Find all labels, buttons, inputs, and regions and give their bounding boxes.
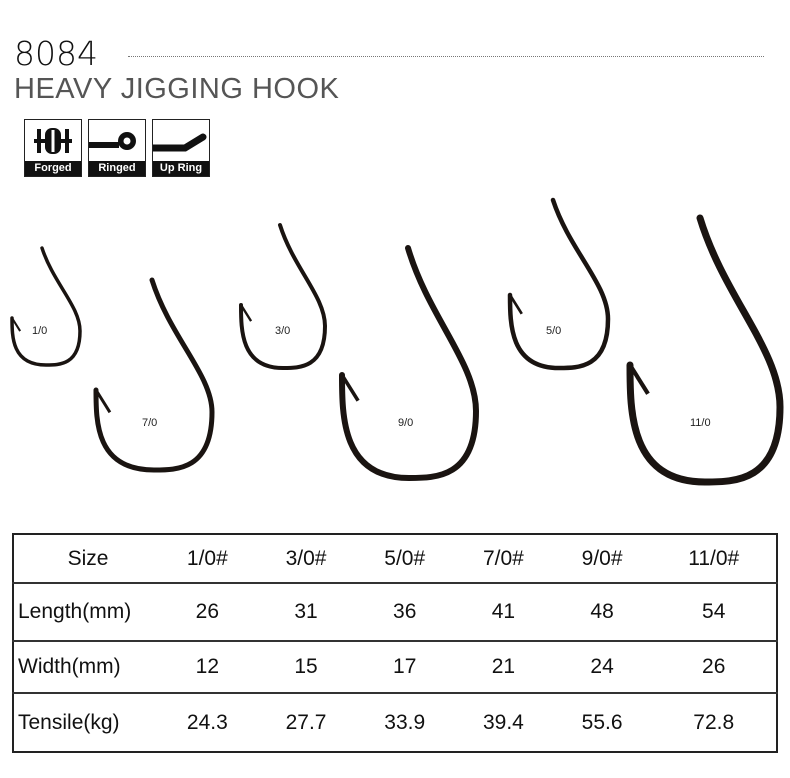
badge-forged: Forged	[24, 119, 82, 177]
model-number: 8084	[14, 34, 98, 73]
table-cell: 48	[552, 582, 652, 641]
header-cell: 5/0#	[384, 546, 426, 570]
header-cell: Size	[67, 546, 109, 570]
table-cell: 17	[355, 640, 455, 693]
row-label: Width(mm)	[13, 640, 158, 693]
table-row: Length(mm) 26 31 36 41 48 54	[13, 582, 777, 641]
badge-label: Forged	[25, 161, 81, 176]
hook-barb	[508, 294, 523, 315]
hook-size-label: 11/0	[690, 417, 711, 429]
hook-illustrations: 1/0 7/0 3/0 9/0 5/0 11/0	[10, 197, 784, 486]
hook-0	[10, 246, 82, 367]
hook-barb	[628, 363, 650, 395]
table-cell: 26	[158, 582, 257, 641]
hook-barb	[11, 317, 22, 332]
dotted-divider	[128, 56, 764, 57]
header-cell: 9/0#	[581, 546, 623, 570]
hook-1	[93, 277, 215, 473]
header-cell: 1/0#	[186, 546, 228, 570]
hook-size-label: 9/0	[398, 417, 413, 429]
badge-up-ring: Up Ring	[152, 119, 210, 177]
table-cell: 21	[454, 640, 553, 693]
table-row: Width(mm) 12 15 17 21 24 26	[13, 640, 777, 693]
hook-5	[626, 214, 784, 486]
table-cell: 55.6	[552, 692, 652, 752]
table-cell: 31	[256, 582, 356, 641]
badge-ringed: Ringed	[88, 119, 146, 177]
table-cell: 39.4	[454, 692, 553, 752]
up-ring-icon	[153, 120, 209, 161]
table-cell: 26	[651, 640, 777, 693]
feature-badges: Forged Ringed Up Ring	[24, 119, 210, 177]
table-cell: 36	[355, 582, 455, 641]
row-label: Tensile(kg)	[13, 692, 158, 752]
table-cell: 24	[552, 640, 652, 693]
hook-size-label: 7/0	[142, 417, 157, 429]
table-cell: 54	[651, 582, 777, 641]
hook-3	[339, 245, 480, 482]
table-cell: 27.7	[256, 692, 356, 752]
spec-table: Size 1/0# 3/0# 5/0# 7/0# 9/0# 11/0# Leng…	[12, 533, 778, 753]
hook-4	[507, 197, 611, 371]
table-cell: 41	[454, 582, 553, 641]
product-title: HEAVY JIGGING HOOK	[14, 73, 340, 105]
hook-size-label: 1/0	[32, 325, 47, 337]
hook-size-label: 3/0	[275, 325, 290, 337]
table-header-row: Size 1/0# 3/0# 5/0# 7/0# 9/0# 11/0#	[13, 534, 777, 583]
table-cell: 12	[158, 640, 257, 693]
table-cell: 24.3	[158, 692, 257, 752]
row-label: Length(mm)	[13, 582, 158, 641]
header-cell: 7/0#	[482, 546, 524, 570]
hook-barb	[340, 374, 360, 402]
forged-icon	[25, 120, 81, 161]
badge-label: Ringed	[89, 161, 145, 176]
header-cell: 3/0#	[285, 546, 327, 570]
table-row: Tensile(kg) 24.3 27.7 33.9 39.4 55.6 72.…	[13, 692, 777, 752]
header-cell: 11/0#	[688, 546, 740, 570]
badge-label: Up Ring	[153, 161, 209, 176]
hook-barb	[239, 304, 253, 322]
hook-2	[239, 223, 328, 371]
table-cell: 33.9	[355, 692, 455, 752]
hook-size-label: 5/0	[546, 325, 561, 337]
ringed-eye-icon	[89, 120, 145, 161]
hook-barb	[94, 389, 112, 414]
table-cell: 72.8	[651, 692, 777, 752]
table-cell: 15	[256, 640, 356, 693]
